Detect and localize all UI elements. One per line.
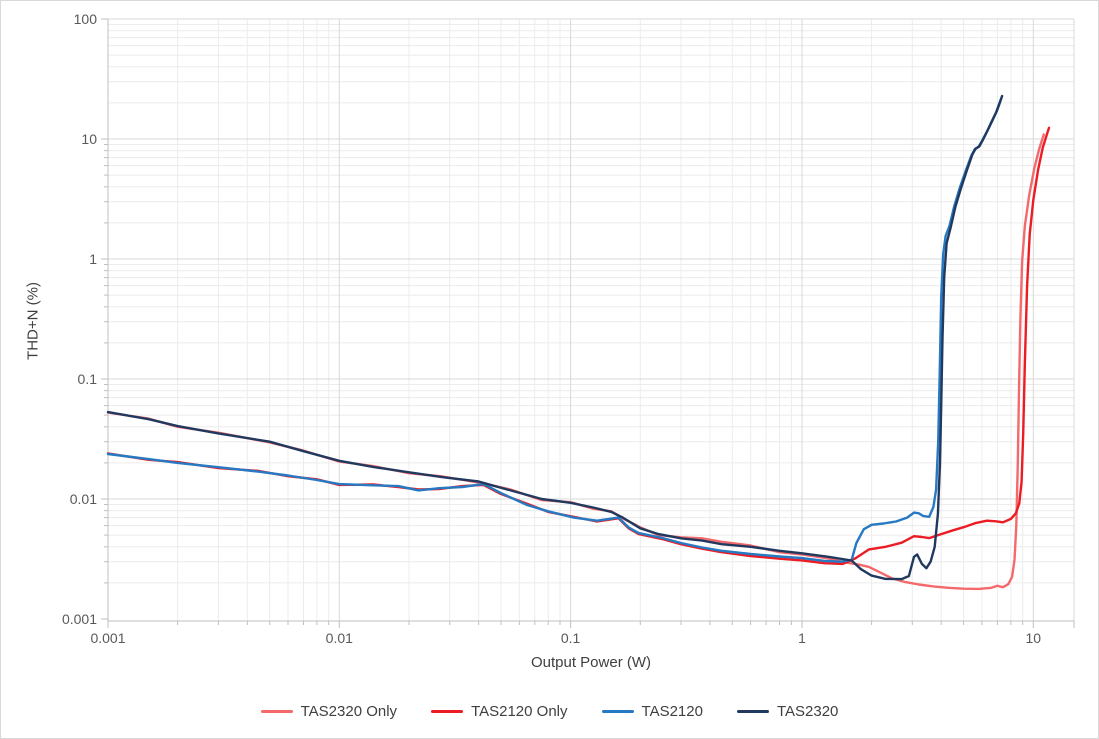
y-tick-label: 100: [74, 11, 98, 27]
legend-label: TAS2320: [776, 703, 839, 720]
y-tick-label: 0.001: [62, 611, 97, 627]
series-line-tas2120: [106, 97, 1003, 563]
series-line-tas2120-only: [106, 126, 1051, 566]
x-tick-label: 1: [798, 630, 806, 646]
legend-swatch: [260, 710, 293, 713]
tick-labels: 0.001 0.01 0.1 1 10 0.001 0.01 0.1 1 10 100: [62, 11, 1041, 646]
legend-label: TAS2320 Only: [300, 703, 398, 720]
y-axis-title: THD+N (%): [24, 282, 42, 360]
legend-item-tas2120-only: TAS2120 Only: [431, 703, 568, 720]
x-tick-label: 0.01: [326, 630, 353, 646]
y-tick-label: 0.01: [70, 491, 97, 507]
legend-label: TAS2120 Only: [471, 703, 568, 720]
y-tick-label: 0.1: [78, 371, 98, 387]
x-axis-title: Output Power (W): [530, 654, 652, 671]
legend-label: TAS2120: [641, 703, 703, 720]
legend-swatch: [431, 710, 464, 713]
x-tick-label: 10: [1026, 630, 1042, 646]
axes: [101, 18, 1075, 628]
y-tick-label: 10: [81, 131, 97, 147]
legend-item-tas2320-only: TAS2320 Only: [260, 703, 398, 720]
legend: TAS2320 Only TAS2120 Only TAS2120 TAS2320: [1, 703, 1098, 720]
series-line-tas2320: [106, 94, 1004, 581]
y-tick-label: 1: [89, 251, 97, 267]
legend-item-tas2120: TAS2120: [601, 703, 703, 720]
legend-swatch: [601, 710, 634, 713]
legend-swatch: [736, 710, 769, 713]
x-tick-label: 0.1: [561, 630, 581, 646]
legend-item-tas2320: TAS2320: [736, 703, 839, 720]
grid-minor: [108, 19, 1074, 621]
series-line-tas2320-only: [106, 133, 1045, 591]
x-tick-label: 0.001: [90, 630, 125, 646]
grid-major: [108, 18, 1075, 621]
